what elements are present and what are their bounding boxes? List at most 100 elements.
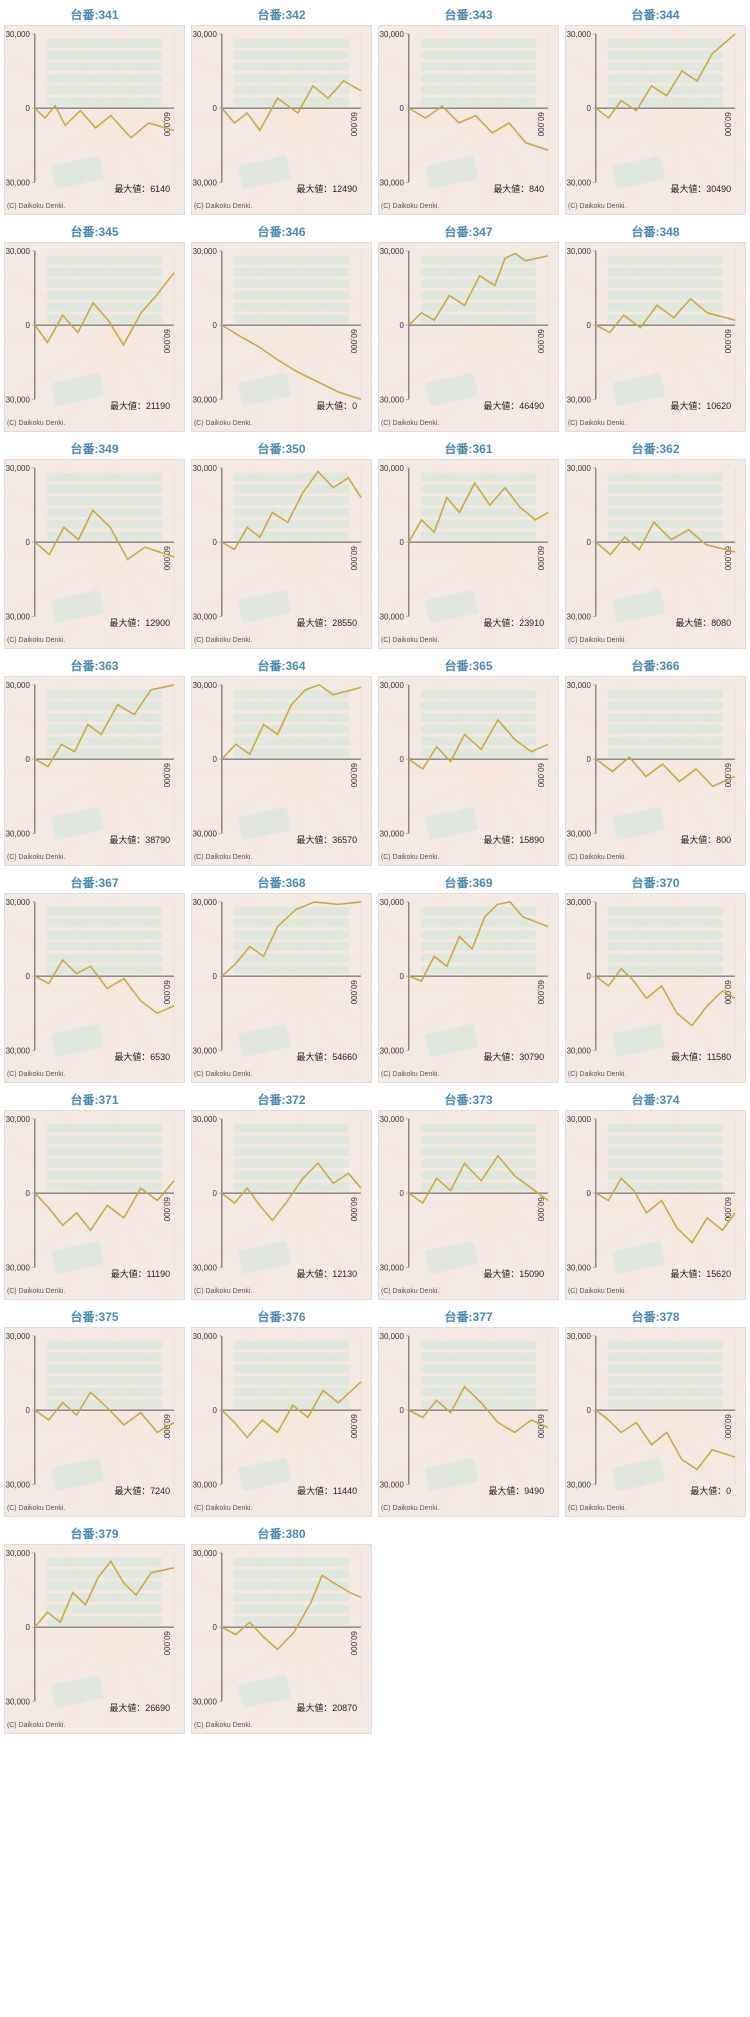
machine-title[interactable]: 台番:376 [191, 1306, 372, 1327]
chart-svg: -30,000030,00060,000最大値：6140(C) Daikoku … [5, 26, 184, 214]
machine-title[interactable]: 台番:380 [191, 1523, 372, 1544]
chart-box[interactable]: -30,000030,00060,000最大値：11580(C) Daikoku… [565, 893, 746, 1083]
machine-title[interactable]: 台番:366 [565, 655, 746, 676]
y-tick-label: 0 [586, 104, 591, 113]
machine-cell-368: 台番:368-30,000030,00060,000最大値：54660(C) D… [191, 872, 372, 1083]
chart-box[interactable]: -30,000030,00060,000最大値：12900(C) Daikoku… [4, 459, 185, 649]
y-tick-label: -30,000 [566, 612, 591, 621]
chart-box[interactable]: -30,000030,00060,000最大値：9490(C) Daikoku … [378, 1327, 559, 1517]
machine-title[interactable]: 台番:363 [4, 655, 185, 676]
y-tick-label: 30,000 [6, 898, 31, 907]
machine-title[interactable]: 台番:341 [4, 4, 185, 25]
machine-cell-373: 台番:373-30,000030,00060,000最大値：15090(C) D… [378, 1089, 559, 1300]
chart-svg: -30,000030,00060,000最大値：38790(C) Daikoku… [5, 677, 184, 865]
chart-box[interactable]: -30,000030,00060,000最大値：30490(C) Daikoku… [565, 25, 746, 215]
chart-box[interactable]: -30,000030,00060,000最大値：26690(C) Daikoku… [4, 1544, 185, 1734]
machine-title[interactable]: 台番:344 [565, 4, 746, 25]
machine-title[interactable]: 台番:348 [565, 221, 746, 242]
y-tick-label: -30,000 [379, 395, 404, 404]
chart-box[interactable]: -30,000030,00060,000最大値：38790(C) Daikoku… [4, 676, 185, 866]
copyright-text: (C) Daikoku Denki. [381, 420, 439, 427]
chart-box[interactable]: -30,000030,00060,000最大値：10620(C) Daikoku… [565, 242, 746, 432]
copyright-text: (C) Daikoku Denki. [7, 420, 65, 427]
y-tick-label: 30,000 [6, 1332, 31, 1341]
machine-title[interactable]: 台番:374 [565, 1089, 746, 1110]
chart-box[interactable]: -30,000030,00060,000最大値：8080(C) Daikoku … [565, 459, 746, 649]
y-tick-label: -30,000 [192, 1263, 217, 1272]
machine-title[interactable]: 台番:349 [4, 438, 185, 459]
y-tick-label: -30,000 [5, 1697, 30, 1706]
y-tick-label: 0 [25, 755, 30, 764]
machine-title[interactable]: 台番:372 [191, 1089, 372, 1110]
machine-title[interactable]: 台番:342 [191, 4, 372, 25]
chart-box[interactable]: -30,000030,00060,000最大値：6140(C) Daikoku … [4, 25, 185, 215]
machine-title[interactable]: 台番:377 [378, 1306, 559, 1327]
max-value-label: 最大値：21190 [110, 400, 170, 411]
y-tick-label: 30,000 [193, 30, 218, 39]
chart-svg: -30,000030,00060,000最大値：9490(C) Daikoku … [379, 1328, 558, 1516]
chart-box[interactable]: -30,000030,00060,000最大値：6530(C) Daikoku … [4, 893, 185, 1083]
y-tick-label: -30,000 [192, 829, 217, 838]
y-tick-label: 0 [25, 1189, 30, 1198]
y-tick-label: -30,000 [192, 395, 217, 404]
machine-title[interactable]: 台番:365 [378, 655, 559, 676]
chart-box[interactable]: -30,000030,00060,000最大値：15090(C) Daikoku… [378, 1110, 559, 1300]
machine-title[interactable]: 台番:368 [191, 872, 372, 893]
chart-box[interactable]: -30,000030,00060,000最大値：30790(C) Daikoku… [378, 893, 559, 1083]
chart-box[interactable]: -30,000030,00060,000最大値：46490(C) Daikoku… [378, 242, 559, 432]
machine-cell-366: 台番:366-30,000030,00060,000最大値：800(C) Dai… [565, 655, 746, 866]
chart-box[interactable]: -30,000030,00060,000最大値：11440(C) Daikoku… [191, 1327, 372, 1517]
machine-title[interactable]: 台番:343 [378, 4, 559, 25]
chart-box[interactable]: -30,000030,00060,000最大値：21190(C) Daikoku… [4, 242, 185, 432]
chart-box[interactable]: -30,000030,00060,000最大値：23910(C) Daikoku… [378, 459, 559, 649]
machine-cell-369: 台番:369-30,000030,00060,000最大値：30790(C) D… [378, 872, 559, 1083]
machine-title[interactable]: 台番:362 [565, 438, 746, 459]
machine-title[interactable]: 台番:378 [565, 1306, 746, 1327]
max-value-label: 最大値：0 [690, 1485, 731, 1496]
machine-title[interactable]: 台番:350 [191, 438, 372, 459]
machine-title[interactable]: 台番:369 [378, 872, 559, 893]
x-tick-label: 60,000 [723, 763, 732, 788]
y-tick-label: -30,000 [5, 612, 30, 621]
chart-box[interactable]: -30,000030,00060,000最大値：12490(C) Daikoku… [191, 25, 372, 215]
y-tick-label: 30,000 [193, 247, 218, 256]
machine-cell-372: 台番:372-30,000030,00060,000最大値：12130(C) D… [191, 1089, 372, 1300]
y-tick-label: 30,000 [567, 30, 592, 39]
chart-box[interactable]: -30,000030,00060,000最大値：28550(C) Daikoku… [191, 459, 372, 649]
machine-title[interactable]: 台番:370 [565, 872, 746, 893]
y-tick-label: 30,000 [380, 1115, 405, 1124]
machine-title[interactable]: 台番:347 [378, 221, 559, 242]
y-tick-label: 30,000 [380, 30, 405, 39]
chart-box[interactable]: -30,000030,00060,000最大値：54660(C) Daikoku… [191, 893, 372, 1083]
copyright-text: (C) Daikoku Denki. [7, 1071, 65, 1078]
y-tick-label: 0 [399, 972, 404, 981]
y-tick-label: 0 [586, 1406, 591, 1415]
machine-title[interactable]: 台番:375 [4, 1306, 185, 1327]
y-tick-label: -30,000 [566, 395, 591, 404]
chart-box[interactable]: -30,000030,00060,000最大値：0(C) Daikoku Den… [191, 242, 372, 432]
chart-box[interactable]: -30,000030,00060,000最大値：20870(C) Daikoku… [191, 1544, 372, 1734]
chart-box[interactable]: -30,000030,00060,000最大値：15620(C) Daikoku… [565, 1110, 746, 1300]
chart-box[interactable]: -30,000030,00060,000最大値：7240(C) Daikoku … [4, 1327, 185, 1517]
chart-box[interactable]: -30,000030,00060,000最大値：11190(C) Daikoku… [4, 1110, 185, 1300]
machine-title[interactable]: 台番:367 [4, 872, 185, 893]
machine-title[interactable]: 台番:345 [4, 221, 185, 242]
chart-svg: -30,000030,00060,000最大値：12490(C) Daikoku… [192, 26, 371, 214]
chart-box[interactable]: -30,000030,00060,000最大値：840(C) Daikoku D… [378, 25, 559, 215]
chart-svg: -30,000030,00060,000最大値：8080(C) Daikoku … [566, 460, 745, 648]
machine-title[interactable]: 台番:346 [191, 221, 372, 242]
copyright-text: (C) Daikoku Denki. [7, 1722, 65, 1729]
chart-box[interactable]: -30,000030,00060,000最大値：12130(C) Daikoku… [191, 1110, 372, 1300]
y-tick-label: 0 [399, 104, 404, 113]
machine-title[interactable]: 台番:379 [4, 1523, 185, 1544]
machine-title[interactable]: 台番:364 [191, 655, 372, 676]
machine-title[interactable]: 台番:361 [378, 438, 559, 459]
chart-box[interactable]: -30,000030,00060,000最大値：15890(C) Daikoku… [378, 676, 559, 866]
x-tick-label: 60,000 [536, 980, 545, 1005]
machine-title[interactable]: 台番:371 [4, 1089, 185, 1110]
chart-box[interactable]: -30,000030,00060,000最大値：36570(C) Daikoku… [191, 676, 372, 866]
copyright-text: (C) Daikoku Denki. [381, 1505, 439, 1512]
machine-title[interactable]: 台番:373 [378, 1089, 559, 1110]
chart-box[interactable]: -30,000030,00060,000最大値：0(C) Daikoku Den… [565, 1327, 746, 1517]
chart-box[interactable]: -30,000030,00060,000最大値：800(C) Daikoku D… [565, 676, 746, 866]
